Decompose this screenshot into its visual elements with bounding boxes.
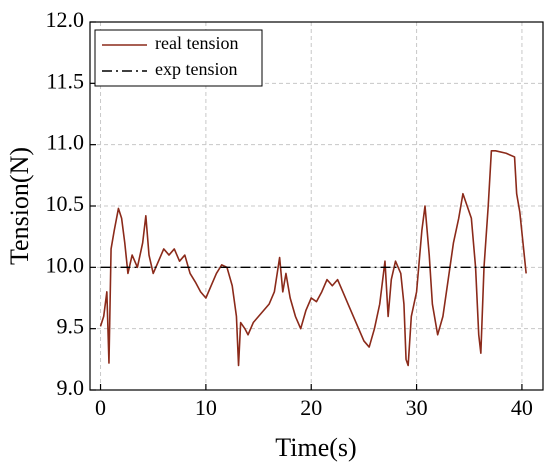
y-tick-label: 10.5	[46, 191, 85, 216]
y-tick-label: 12.0	[46, 7, 85, 32]
plot-frame	[89, 21, 544, 391]
x-tick-label: 40	[511, 395, 533, 420]
legend-label: exp tension	[155, 59, 238, 79]
y-tick-label: 11.5	[46, 68, 84, 93]
y-axis-label: Tension(N)	[5, 147, 34, 265]
x-tick-label: 20	[300, 395, 322, 420]
x-tick-label: 30	[406, 395, 428, 420]
x-tick-label: 0	[95, 395, 106, 420]
legend-label: real tension	[155, 33, 238, 53]
y-tick-label: 9.5	[57, 314, 85, 339]
y-tick-label: 9.0	[57, 375, 85, 400]
x-tick-label: 10	[195, 395, 217, 420]
series-line	[99, 150, 527, 367]
legend-box	[94, 29, 263, 87]
x-axis-label: Time(s)	[275, 433, 356, 462]
y-tick-label: 11.0	[46, 130, 84, 155]
y-tick-label: 10.0	[46, 252, 85, 277]
